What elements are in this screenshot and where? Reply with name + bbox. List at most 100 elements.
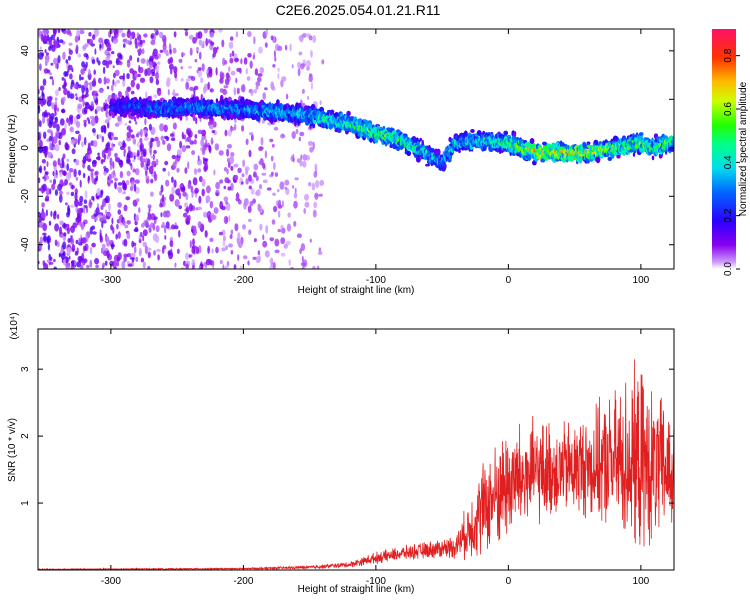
spectrogram-noise-dot [66, 117, 69, 124]
spectrogram-noise-dot [90, 171, 94, 178]
spectrogram-noise-dot [169, 193, 175, 202]
spectrogram-noise-dot [208, 123, 214, 130]
spectrogram-noise-dot [288, 259, 291, 266]
spectrogram-noise-dot [150, 39, 156, 46]
spectrogram-noise-dot [212, 47, 218, 54]
spectrogram-noise-dot [155, 225, 160, 233]
spectrogram-noise-dot [109, 157, 113, 166]
spectrogram-noise-dot [186, 136, 191, 142]
spectrogram-noise-dot [247, 31, 252, 37]
spectrogram-noise-dot [126, 73, 130, 80]
spectrogram-noise-dot [122, 182, 126, 189]
spectrogram-noise-dot [39, 236, 44, 244]
spectrogram-noise-dot [223, 216, 228, 224]
spectrogram-noise-dot [57, 29, 61, 34]
spectrogram-noise-dot [50, 210, 53, 217]
spectrogram-noise-dot [145, 169, 148, 177]
spectrogram-noise-dot [92, 231, 97, 235]
spectrogram-noise-dot [108, 60, 113, 65]
spectrogram-noise-dot [39, 63, 42, 71]
spectrogram-noise-dot [170, 137, 176, 141]
spectrogram-noise-dot [192, 177, 198, 186]
spectrogram-noise-dot [140, 58, 146, 64]
spectrogram-noise-dot [223, 196, 229, 202]
spectrogram-noise-dot [42, 116, 46, 124]
spectrogram-noise-dot [82, 99, 85, 107]
spectrogram-noise-dot [228, 215, 231, 223]
spectrogram-noise-dot [70, 139, 76, 145]
spectrogram-noise-dot [127, 146, 131, 151]
spectrogram-noise-dot [52, 121, 57, 129]
spectrogram-noise-dot [234, 57, 239, 63]
spectrogram-noise-dot [75, 121, 81, 128]
spectrogram-noise-dot [69, 126, 75, 133]
spectrogram-noise-dot [280, 237, 286, 245]
spectrogram-noise-dot [187, 183, 192, 190]
spectrogram-noise-dot [54, 97, 58, 101]
spectrogram-noise-dot [318, 251, 323, 255]
spectrogram-noise-dot [227, 129, 232, 137]
spectrogram-noise-dot [53, 174, 58, 179]
spectrogram-noise-dot [266, 187, 272, 191]
spectrogram-ridge-dot [114, 94, 118, 100]
spectrogram-noise-dot [257, 250, 261, 256]
spectrogram-noise-dot [308, 35, 313, 41]
spectrogram-noise-dot [296, 233, 302, 238]
spectrogram-noise-dot [209, 200, 214, 209]
spectrogram-noise-dot [252, 54, 255, 60]
spectrogram-noise-dot [247, 205, 252, 213]
spectrogram-noise-dot [138, 235, 141, 240]
spectrogram-noise-dot [103, 153, 107, 161]
spectrogram-noise-dot [76, 29, 80, 38]
spectrogram-noise-dot [312, 209, 317, 218]
spectrogram-ridge-dot [503, 130, 509, 136]
spectrogram-noise-dot [314, 192, 319, 200]
spectrogram-noise-dot [214, 143, 219, 151]
spectrogram-noise-dot [153, 150, 157, 154]
spectrogram-noise-dot [257, 203, 261, 212]
spectrogram-noise-dot [39, 120, 42, 127]
spectrogram-noise-dot [207, 247, 210, 254]
spectrogram-noise-dot [155, 79, 160, 86]
spectrogram-noise-dot [165, 52, 169, 57]
spectrogram-noise-dot [39, 95, 43, 99]
spectrogram-noise-dot [138, 66, 144, 74]
spectrogram-noise-dot [147, 204, 152, 209]
spectrogram-noise-dot [119, 75, 125, 80]
spectrogram-ridge-dot [369, 137, 373, 143]
spectrogram-noise-dot [70, 235, 73, 239]
spectrogram-noise-dot [131, 153, 134, 158]
spectrogram-noise-dot [55, 63, 58, 69]
spectrogram-noise-dot [133, 228, 139, 232]
spectrogram-noise-dot [113, 29, 119, 35]
spectrogram-noise-dot [198, 195, 202, 204]
spectrogram-noise-dot [83, 119, 87, 124]
spectrogram-noise-dot [136, 149, 140, 157]
spectrogram-noise-dot [209, 88, 214, 93]
spectrogram-noise-dot [264, 250, 270, 258]
spectrogram-noise-dot [97, 152, 100, 156]
spectrogram-noise-dot [172, 161, 177, 170]
spectrogram-noise-dot [194, 134, 198, 139]
spectrogram-noise-dot [63, 78, 67, 87]
spectrogram-noise-dot [126, 153, 131, 163]
spectrogram-noise-dot [141, 48, 145, 55]
spectrogram-noise-dot [270, 155, 274, 162]
spectrogram-noise-dot [102, 214, 107, 220]
spectrogram-noise-dot [280, 79, 284, 87]
spectrogram-noise-dot [152, 51, 156, 60]
spectrogram-noise-dot [147, 265, 151, 269]
spectrogram-noise-dot [151, 160, 157, 168]
spectrogram-noise-dot [112, 227, 115, 235]
spectrogram-noise-dot [139, 155, 143, 162]
spectrogram-noise-dot [62, 153, 66, 159]
spectrogram-noise-dot [230, 165, 234, 171]
spectrogram-noise-dot [50, 112, 55, 120]
spectrogram-noise-dot [152, 61, 157, 69]
spectrogram-noise-dot [178, 230, 181, 238]
spectrogram-noise-dot [66, 163, 69, 172]
spectrogram-noise-dot [143, 33, 148, 38]
spectrogram-noise-dot [111, 132, 114, 137]
spectrogram-noise-dot [167, 171, 170, 177]
spectrogram-noise-dot [79, 221, 82, 227]
